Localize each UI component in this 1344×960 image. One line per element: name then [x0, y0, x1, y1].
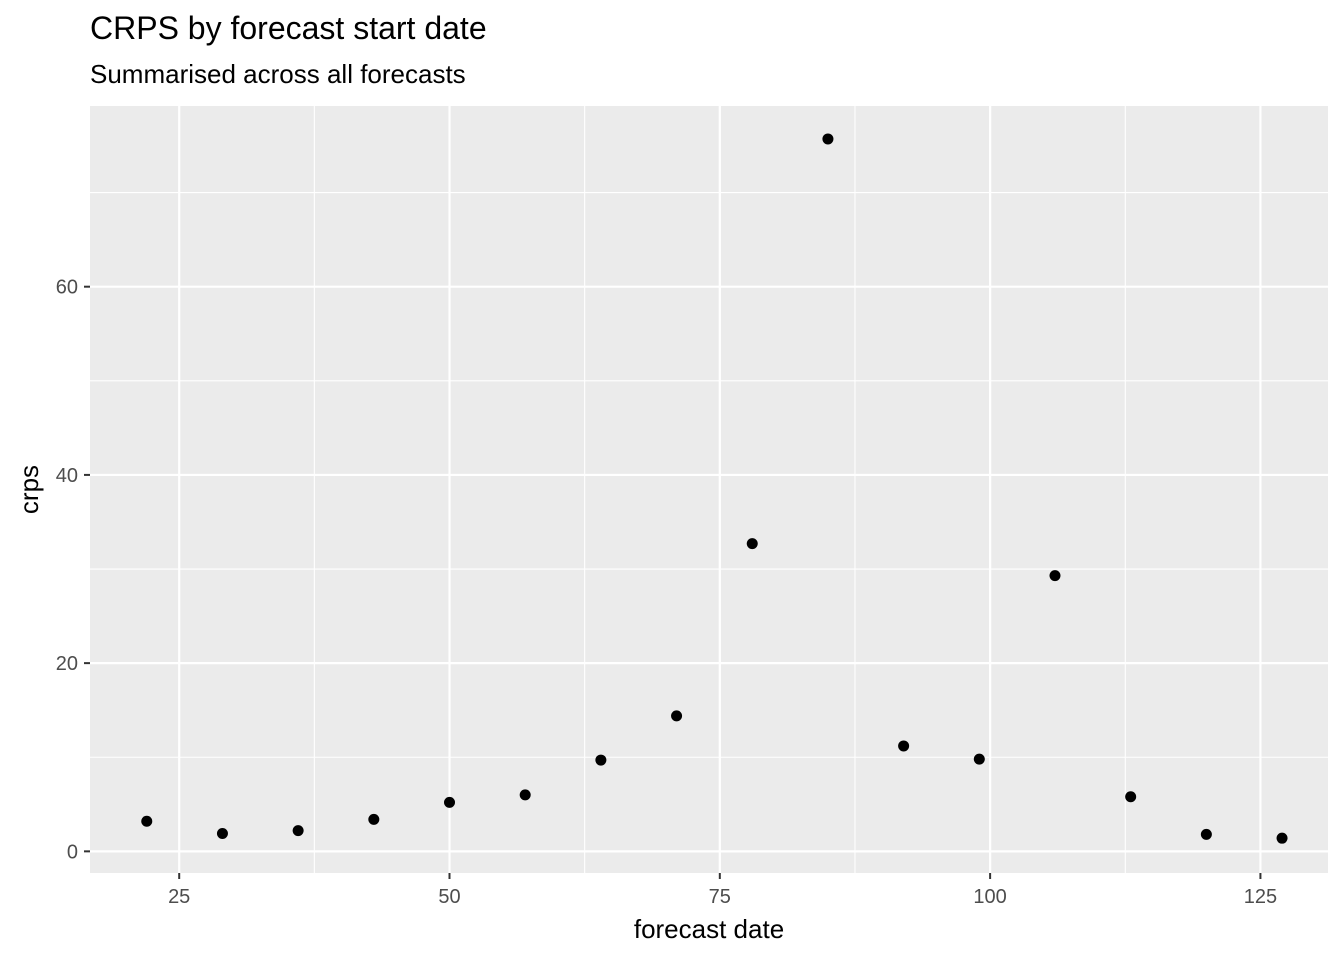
data-point [292, 825, 304, 837]
data-point [368, 813, 380, 825]
chart-subtitle: Summarised across all forecasts [90, 59, 466, 89]
data-point [1276, 832, 1288, 844]
x-tick-label: 50 [438, 886, 460, 908]
data-point [444, 796, 456, 808]
data-point [1049, 570, 1061, 582]
y-tick-label: 0 [67, 841, 78, 863]
y-tick-label: 40 [56, 465, 78, 487]
y-axis: 0 20 40 60 [56, 277, 90, 863]
x-tick-label: 25 [168, 886, 190, 908]
x-tick-label: 75 [709, 886, 731, 908]
x-axis-title: forecast date [634, 914, 784, 944]
data-point [141, 815, 153, 827]
data-point [973, 753, 985, 765]
data-point [595, 754, 607, 766]
x-tick-label: 125 [1244, 886, 1277, 908]
chart-title: CRPS by forecast start date [90, 10, 487, 46]
data-point [822, 133, 834, 145]
data-points [141, 133, 1288, 844]
x-axis: 25 50 75 100 125 [168, 873, 1277, 908]
y-tick-label: 20 [56, 653, 78, 675]
data-point [519, 789, 531, 801]
data-point [216, 827, 228, 839]
major-gridlines [90, 106, 1328, 873]
y-axis-title: crps [14, 465, 44, 514]
data-point [1125, 791, 1137, 803]
x-tick-label: 100 [973, 886, 1006, 908]
data-point [671, 710, 683, 722]
data-point [746, 538, 758, 550]
plot-panel [90, 106, 1328, 873]
data-point [1200, 828, 1212, 840]
data-point [898, 740, 910, 752]
minor-gridlines [90, 106, 1328, 873]
y-tick-label: 60 [56, 277, 78, 299]
